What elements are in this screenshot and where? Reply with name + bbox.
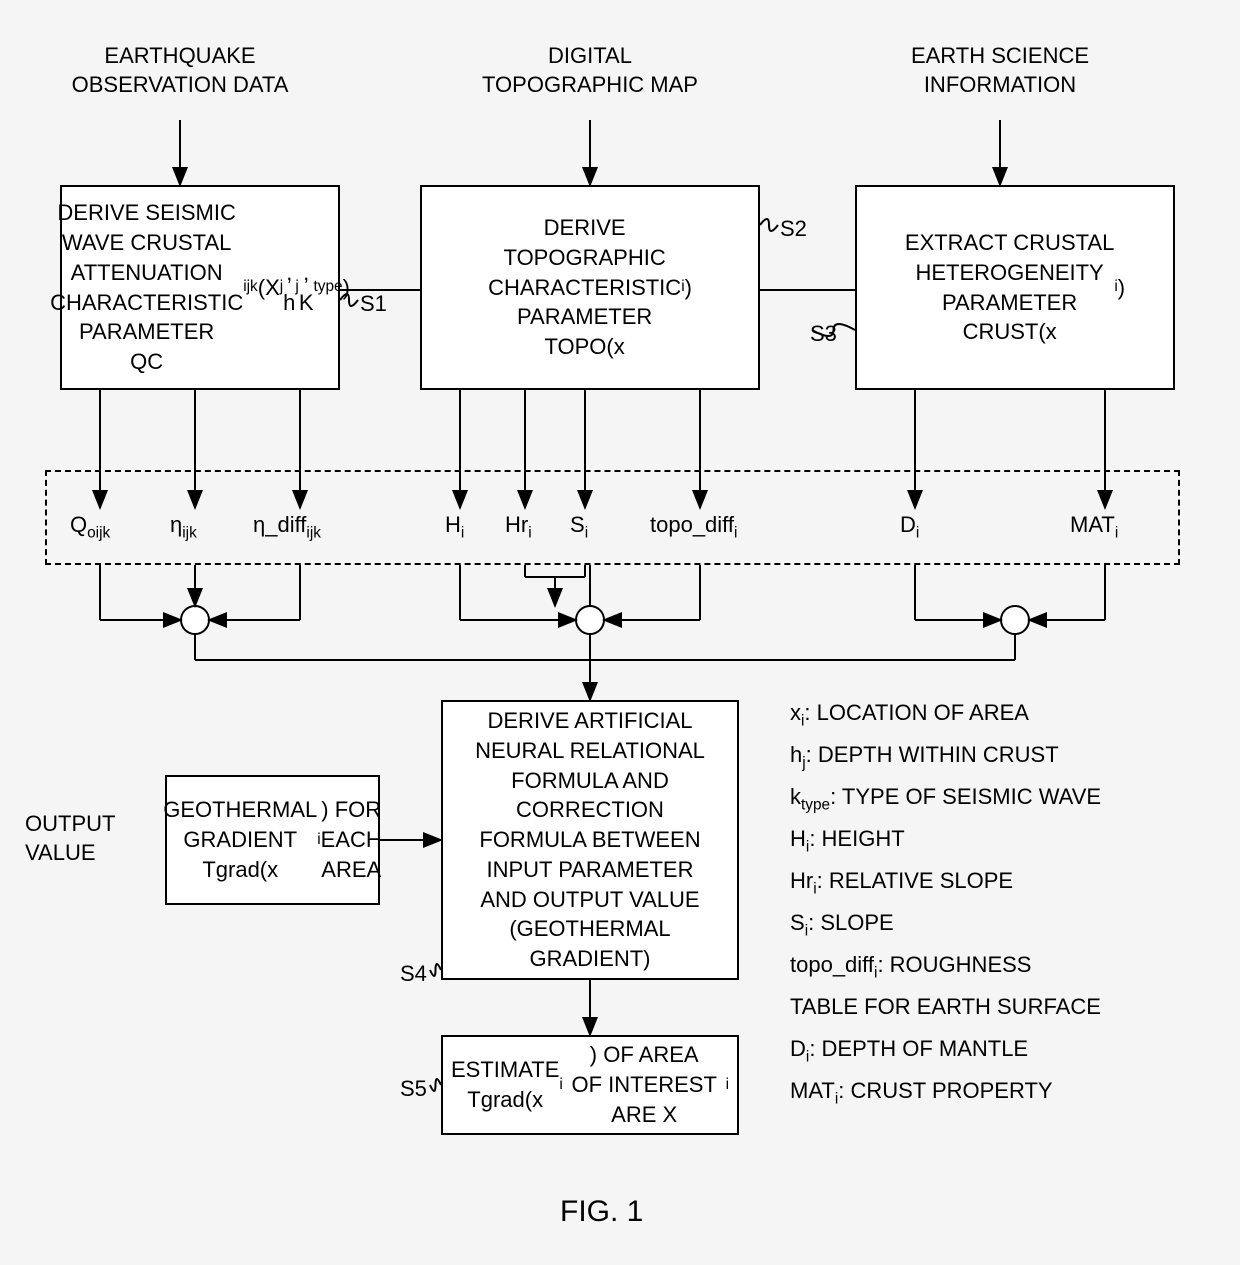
process-box-b2: DERIVETOPOGRAPHICCHARACTERISTICPARAMETER… [420,185,760,390]
input-label-i3: EARTH SCIENCEINFORMATION [860,42,1140,99]
legend-item-0: xi: LOCATION OF AREA [790,700,1029,730]
param-p5: Hri [505,512,532,542]
param-p6: Si [570,512,588,542]
step-label-S2: S2 [780,215,807,244]
legend-item-6: topo_diffi: ROUGHNESS [790,952,1031,982]
process-box-b3: EXTRACT CRUSTALHETEROGENEITYPARAMETERCRU… [855,185,1175,390]
param-p9: MATi [1070,512,1118,542]
step-label-S4: S4 [400,960,427,989]
figure-label: FIG. 1 [560,1195,643,1229]
legend-item-8: Di: DEPTH OF MANTLE [790,1036,1028,1066]
param-p2: ηijk [170,512,197,542]
output-value-label: OUTPUTVALUE [25,810,145,867]
step-label-S3: S3 [810,320,837,349]
geothermal-gradient-box: GEOTHERMALGRADIENTTgrad(xi) FOREACH AREA [165,775,380,905]
process-box-b1: DERIVE SEISMICWAVE CRUSTALATTENUATIONCHA… [60,185,340,390]
input-label-i2: DIGITALTOPOGRAPHIC MAP [450,42,730,99]
legend-item-3: Hi: HEIGHT [790,826,905,856]
param-p8: Di [900,512,919,542]
ann-box: DERIVE ARTIFICIALNEURAL RELATIONALFORMUL… [441,700,739,980]
legend-item-5: Si: SLOPE [790,910,894,940]
step-label-S5: S5 [400,1075,427,1104]
legend-item-4: Hri: RELATIVE SLOPE [790,868,1013,898]
param-p4: Hi [445,512,464,542]
legend-item-9: MATi: CRUST PROPERTY [790,1078,1053,1108]
legend-item-2: ktype: TYPE OF SEISMIC WAVE [790,784,1101,814]
param-p3: η_diffijk [253,512,321,542]
estimate-box: ESTIMATETgrad(xi) OF AREAOF INTEREST ARE… [441,1035,739,1135]
parameter-band [45,470,1180,565]
input-label-i1: EARTHQUAKEOBSERVATION DATA [40,42,320,99]
param-p1: Qoijk [70,512,110,542]
legend-item-7: TABLE FOR EARTH SURFACE [790,994,1101,1020]
param-p7: topo_diffi [650,512,737,542]
step-label-S1: S1 [360,290,387,319]
legend-item-1: hj: DEPTH WITHIN CRUST [790,742,1059,772]
